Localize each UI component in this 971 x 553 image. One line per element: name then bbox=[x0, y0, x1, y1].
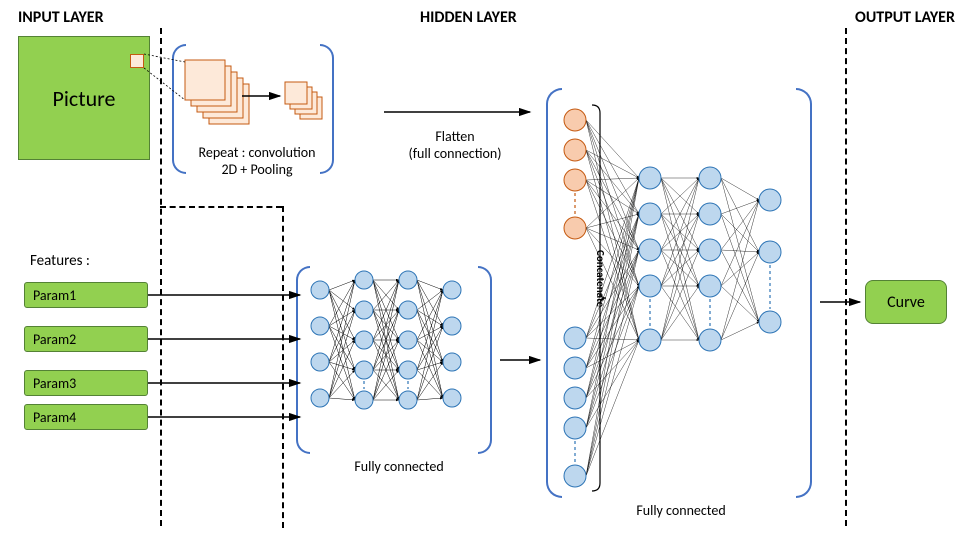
bracket-fc2-right bbox=[796, 88, 812, 498]
header-output: OUTPUT LAYER bbox=[855, 8, 955, 27]
param-4: Param4 bbox=[24, 404, 148, 430]
label-flatten: Flatten (full connection) bbox=[380, 128, 530, 162]
label-fc1: Fully connected bbox=[334, 458, 464, 475]
param-2: Param2 bbox=[24, 326, 148, 352]
output-curve: Curve bbox=[865, 280, 947, 324]
dash-vert bbox=[282, 206, 284, 528]
bracket-fc1-left bbox=[296, 266, 310, 454]
picture-patch bbox=[130, 54, 144, 68]
label-concatenate: Concatenate bbox=[594, 250, 607, 307]
label-fc2: Fully connected bbox=[616, 502, 746, 519]
divider-hidden-output bbox=[845, 28, 847, 526]
label-conv: Repeat : convolution 2D + Pooling bbox=[182, 144, 332, 178]
header-input: INPUT LAYER bbox=[18, 8, 104, 27]
param-3: Param3 bbox=[24, 370, 148, 396]
param-1: Param1 bbox=[24, 282, 148, 308]
header-hidden: HIDDEN LAYER bbox=[420, 8, 517, 27]
bracket-fc1-right bbox=[478, 266, 492, 454]
dash-horiz bbox=[160, 206, 282, 208]
divider-input-hidden bbox=[160, 28, 162, 526]
picture-label: Picture bbox=[53, 85, 116, 112]
features-title: Features : bbox=[30, 252, 90, 270]
bracket-fc2-left bbox=[546, 88, 562, 498]
output-label: Curve bbox=[887, 293, 925, 312]
